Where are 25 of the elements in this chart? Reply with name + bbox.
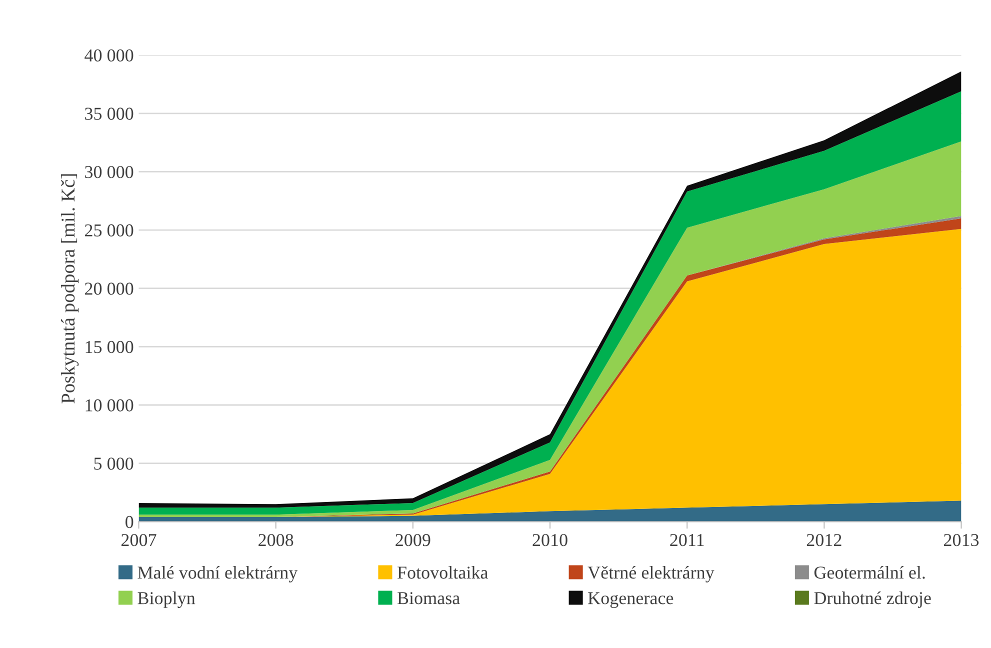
legend-label: Geotermální el. xyxy=(814,566,925,579)
legend-label: Malé vodní elektrárny xyxy=(138,566,298,582)
y-tick-label: 25 000 xyxy=(85,224,134,236)
x-tick-label: 2012 xyxy=(806,534,842,546)
y-tick-label: 30 000 xyxy=(85,166,134,178)
legend-label: Fotovoltaika xyxy=(397,566,488,579)
x-tick-label: 2008 xyxy=(258,534,294,546)
x-tick-label: 2007 xyxy=(121,534,156,546)
y-tick-label: 35 000 xyxy=(85,108,134,120)
x-tick-label: 2009 xyxy=(396,534,430,546)
y-tick-label: 0 xyxy=(126,516,134,528)
y-tick-label: 15 000 xyxy=(86,340,134,354)
y-tick-label: 40 000 xyxy=(84,49,134,62)
y-tick-label: 5 000 xyxy=(94,458,134,470)
x-tick-label: 2011 xyxy=(670,534,704,546)
y-tick-label: 20 000 xyxy=(85,282,134,295)
y-axis-title: Poskytnutá podpora [mil. Kč] xyxy=(60,174,79,404)
legend-label: Větrné elektrárny xyxy=(588,566,714,582)
x-tick-label: 2013 xyxy=(944,534,979,546)
legend-label: Druhotné zdroje xyxy=(814,591,931,608)
legend-label: Bioplyn xyxy=(138,592,196,608)
y-tick-label: 10 000 xyxy=(86,399,134,412)
legend-label: Biomasa xyxy=(397,592,460,604)
x-tick-label: 2010 xyxy=(532,534,568,546)
legend-label: Kogenerace xyxy=(588,592,674,608)
